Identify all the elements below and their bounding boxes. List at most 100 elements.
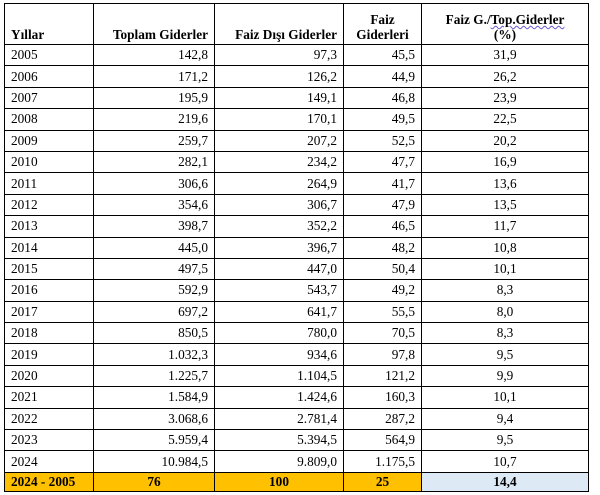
year-cell: 2006 xyxy=(4,65,94,88)
year-cell: 2013 xyxy=(4,215,94,238)
non-interest-expenditure-cell: 97,3 xyxy=(214,43,344,67)
table-row: 2019 1.032,3 934,6 97,8 9,5 xyxy=(4,343,589,366)
year-cell: 2023 xyxy=(4,429,94,452)
table-row: 2016 592,9 543,7 49,2 8,3 xyxy=(4,279,589,302)
total-expenditure-cell: 259,7 xyxy=(93,129,215,152)
header-interest-line2: Giderleri xyxy=(356,27,409,42)
interest-expenditure-cell: 160,3 xyxy=(343,386,422,409)
header-total-expenditure: Toplam Giderler xyxy=(93,3,215,45)
total-expenditure-cell: 142,8 xyxy=(93,43,215,67)
interest-ratio-cell: 16,9 xyxy=(421,150,589,174)
summary-total-cell: 76 xyxy=(93,471,215,492)
total-expenditure-cell: 1.225,7 xyxy=(93,364,215,388)
non-interest-expenditure-cell: 447,0 xyxy=(214,257,344,281)
year-cell: 2009 xyxy=(4,129,94,152)
year-cell: 2019 xyxy=(4,343,94,366)
total-expenditure-cell: 354,6 xyxy=(93,193,215,217)
table-row: 2012 354,6 306,7 47,9 13,5 xyxy=(4,193,589,217)
interest-expenditure-cell: 121,2 xyxy=(343,364,422,388)
header-ratio-line2: (%) xyxy=(493,27,517,42)
summary-ratio-cell: 14,4 xyxy=(421,471,589,492)
year-cell: 2020 xyxy=(4,364,94,388)
total-expenditure-cell: 5.959,4 xyxy=(93,429,215,452)
year-cell: 2007 xyxy=(4,86,94,110)
interest-ratio-cell: 10,7 xyxy=(421,450,589,473)
summary-interest-cell: 25 xyxy=(343,471,422,492)
total-expenditure-cell: 10.984,5 xyxy=(93,450,215,473)
interest-ratio-cell: 20,2 xyxy=(421,129,589,152)
non-interest-expenditure-cell: 641,7 xyxy=(214,300,344,324)
total-expenditure-cell: 1.032,3 xyxy=(93,343,215,366)
non-interest-expenditure-cell: 396,7 xyxy=(214,236,344,259)
interest-expenditure-cell: 564,9 xyxy=(343,429,422,452)
total-expenditure-cell: 850,5 xyxy=(93,322,215,345)
interest-ratio-cell: 13,5 xyxy=(421,193,589,217)
interest-ratio-cell: 26,2 xyxy=(421,65,589,88)
total-expenditure-cell: 219,6 xyxy=(93,108,215,131)
header-ratio-line1-a: Faiz G./ xyxy=(445,12,491,27)
year-cell: 2008 xyxy=(4,108,94,131)
table-row: 2005 142,8 97,3 45,5 31,9 xyxy=(4,43,589,67)
interest-expenditure-cell: 70,5 xyxy=(343,322,422,345)
table-row: 2023 5.959,4 5.394,5 564,9 9,5 xyxy=(4,429,589,452)
table-row: 2008 219,6 170,1 49,5 22,5 xyxy=(4,108,589,131)
non-interest-expenditure-cell: 934,6 xyxy=(214,343,344,366)
interest-ratio-cell: 9,5 xyxy=(421,343,589,366)
interest-ratio-cell: 9,5 xyxy=(421,429,589,452)
table-row: 2018 850,5 780,0 70,5 8,3 xyxy=(4,322,589,345)
interest-expenditure-cell: 46,5 xyxy=(343,215,422,238)
total-expenditure-cell: 171,2 xyxy=(93,65,215,88)
table-row: 2024 10.984,5 9.809,0 1.175,5 10,7 xyxy=(4,450,589,473)
year-cell: 2012 xyxy=(4,193,94,217)
year-cell: 2022 xyxy=(4,407,94,431)
interest-expenditure-cell: 41,7 xyxy=(343,172,422,195)
header-year: Yıllar xyxy=(4,3,94,45)
non-interest-expenditure-cell: 264,9 xyxy=(214,172,344,195)
interest-expenditure-cell: 48,2 xyxy=(343,236,422,259)
non-interest-expenditure-cell: 207,2 xyxy=(214,129,344,152)
total-expenditure-cell: 497,5 xyxy=(93,257,215,281)
interest-expenditure-cell: 50,4 xyxy=(343,257,422,281)
total-expenditure-cell: 1.584,9 xyxy=(93,386,215,409)
year-cell: 2011 xyxy=(4,172,94,195)
total-expenditure-cell: 3.068,6 xyxy=(93,407,215,431)
header-interest-line1: Faiz xyxy=(370,12,395,27)
interest-expenditure-cell: 287,2 xyxy=(343,407,422,431)
interest-ratio-cell: 8,0 xyxy=(421,300,589,324)
year-cell: 2017 xyxy=(4,300,94,324)
interest-ratio-cell: 31,9 xyxy=(421,43,589,67)
table-row: 2020 1.225,7 1.104,5 121,2 9,9 xyxy=(4,364,589,388)
table-row: 2014 445,0 396,7 48,2 10,8 xyxy=(4,236,589,259)
total-expenditure-cell: 592,9 xyxy=(93,279,215,302)
year-cell: 2016 xyxy=(4,279,94,302)
year-cell: 2024 xyxy=(4,450,94,473)
table-row: 2010 282,1 234,2 47,7 16,9 xyxy=(4,150,589,174)
header-interest-ratio: Faiz G./Top.Giderler (%) xyxy=(421,3,589,45)
total-expenditure-cell: 282,1 xyxy=(93,150,215,174)
interest-ratio-cell: 8,3 xyxy=(421,322,589,345)
header-ratio-line1-b: Top.Giderler xyxy=(490,12,565,27)
interest-ratio-cell: 10,8 xyxy=(421,236,589,259)
non-interest-expenditure-cell: 2.781,4 xyxy=(214,407,344,431)
interest-expenditure-cell: 55,5 xyxy=(343,300,422,324)
non-interest-expenditure-cell: 306,7 xyxy=(214,193,344,217)
table-row: 2006 171,2 126,2 44,9 26,2 xyxy=(4,65,589,88)
table-row: 2017 697,2 641,7 55,5 8,0 xyxy=(4,300,589,324)
total-expenditure-cell: 195,9 xyxy=(93,86,215,110)
interest-ratio-cell: 9,4 xyxy=(421,407,589,431)
non-interest-expenditure-cell: 126,2 xyxy=(214,65,344,88)
non-interest-expenditure-cell: 5.394,5 xyxy=(214,429,344,452)
table-row: 2011 306,6 264,9 41,7 13,6 xyxy=(4,172,589,195)
interest-expenditure-cell: 49,2 xyxy=(343,279,422,302)
non-interest-expenditure-cell: 543,7 xyxy=(214,279,344,302)
interest-ratio-cell: 13,6 xyxy=(421,172,589,195)
table-body: 2005 142,8 97,3 45,5 31,9 2006 171,2 126,2 44,9 2… xyxy=(4,43,589,492)
header-interest-expenditure: Faiz Giderleri xyxy=(343,3,422,45)
table-row: 2022 3.068,6 2.781,4 287,2 9,4 xyxy=(4,407,589,431)
interest-ratio-cell: 23,9 xyxy=(421,86,589,110)
interest-expenditure-cell: 49,5 xyxy=(343,108,422,131)
table-row: 2007 195,9 149,1 46,8 23,9 xyxy=(4,86,589,110)
interest-expenditure-cell: 46,8 xyxy=(343,86,422,110)
year-cell: 2014 xyxy=(4,236,94,259)
total-expenditure-cell: 697,2 xyxy=(93,300,215,324)
